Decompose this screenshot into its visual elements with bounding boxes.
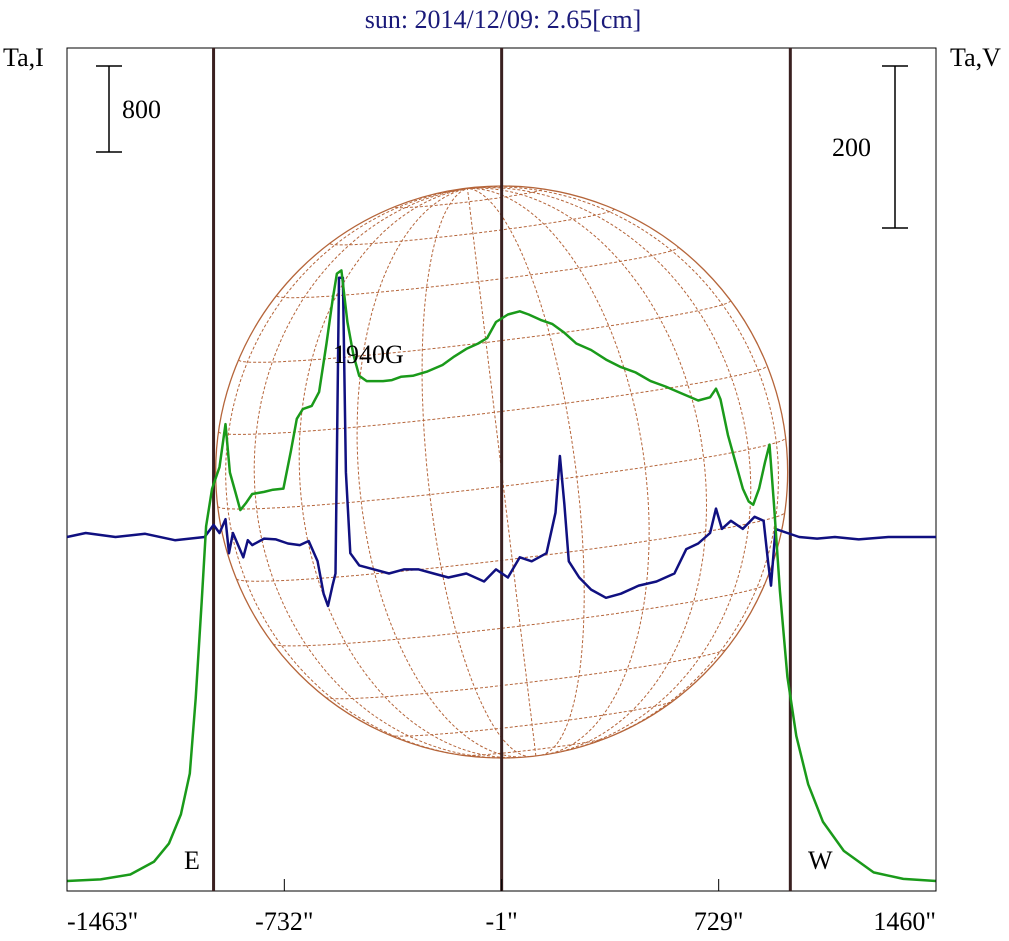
- solar-latitude-line: [236, 512, 786, 582]
- left-scale-bar-label: 800: [122, 95, 161, 124]
- solar-longitude-line: [298, 187, 515, 759]
- left-axis-label: Ta,I: [3, 43, 44, 72]
- solar-latitude-line: [272, 584, 765, 647]
- left-scale-bar: 800: [96, 65, 161, 153]
- solar-longitude-line: [225, 187, 479, 758]
- solar-latitude-line: [325, 648, 727, 700]
- right-scale-bar: 200: [832, 65, 908, 229]
- solar-longitude-line: [467, 187, 708, 754]
- solar-longitude-line: [356, 187, 527, 758]
- active-region-annotation: 1940G: [333, 340, 404, 369]
- solar-longitude-line: [467, 187, 650, 756]
- solar-longitude-line: [253, 187, 510, 759]
- solar-longitude-line: [467, 186, 779, 744]
- solar-latitude-line: [462, 737, 607, 756]
- east-limb-label: E: [184, 846, 200, 875]
- x-tick-label: -732": [255, 907, 313, 936]
- solar-longitude-line: [467, 186, 752, 753]
- x-axis-ticks: -1463" -732" -1" 729" 1460": [66, 879, 937, 936]
- x-tick-label: -1": [486, 907, 518, 936]
- chart-title: sun: 2014/12/09: 2.65[cm]: [365, 5, 642, 34]
- x-tick-label: 1460": [873, 907, 936, 936]
- solar-longitude-line: [421, 187, 531, 757]
- series-line-ta-i: [66, 269, 937, 883]
- limb-lines: [212, 48, 792, 891]
- right-axis-label: Ta,V: [950, 43, 1001, 72]
- solar-longitude-line: [467, 187, 585, 756]
- series-line-ta-v: [66, 276, 936, 608]
- right-scale-bar-label: 200: [832, 133, 871, 162]
- west-limb-label: W: [808, 846, 833, 875]
- x-tick-label: 729": [694, 907, 744, 936]
- x-tick-label: -1463": [67, 907, 138, 936]
